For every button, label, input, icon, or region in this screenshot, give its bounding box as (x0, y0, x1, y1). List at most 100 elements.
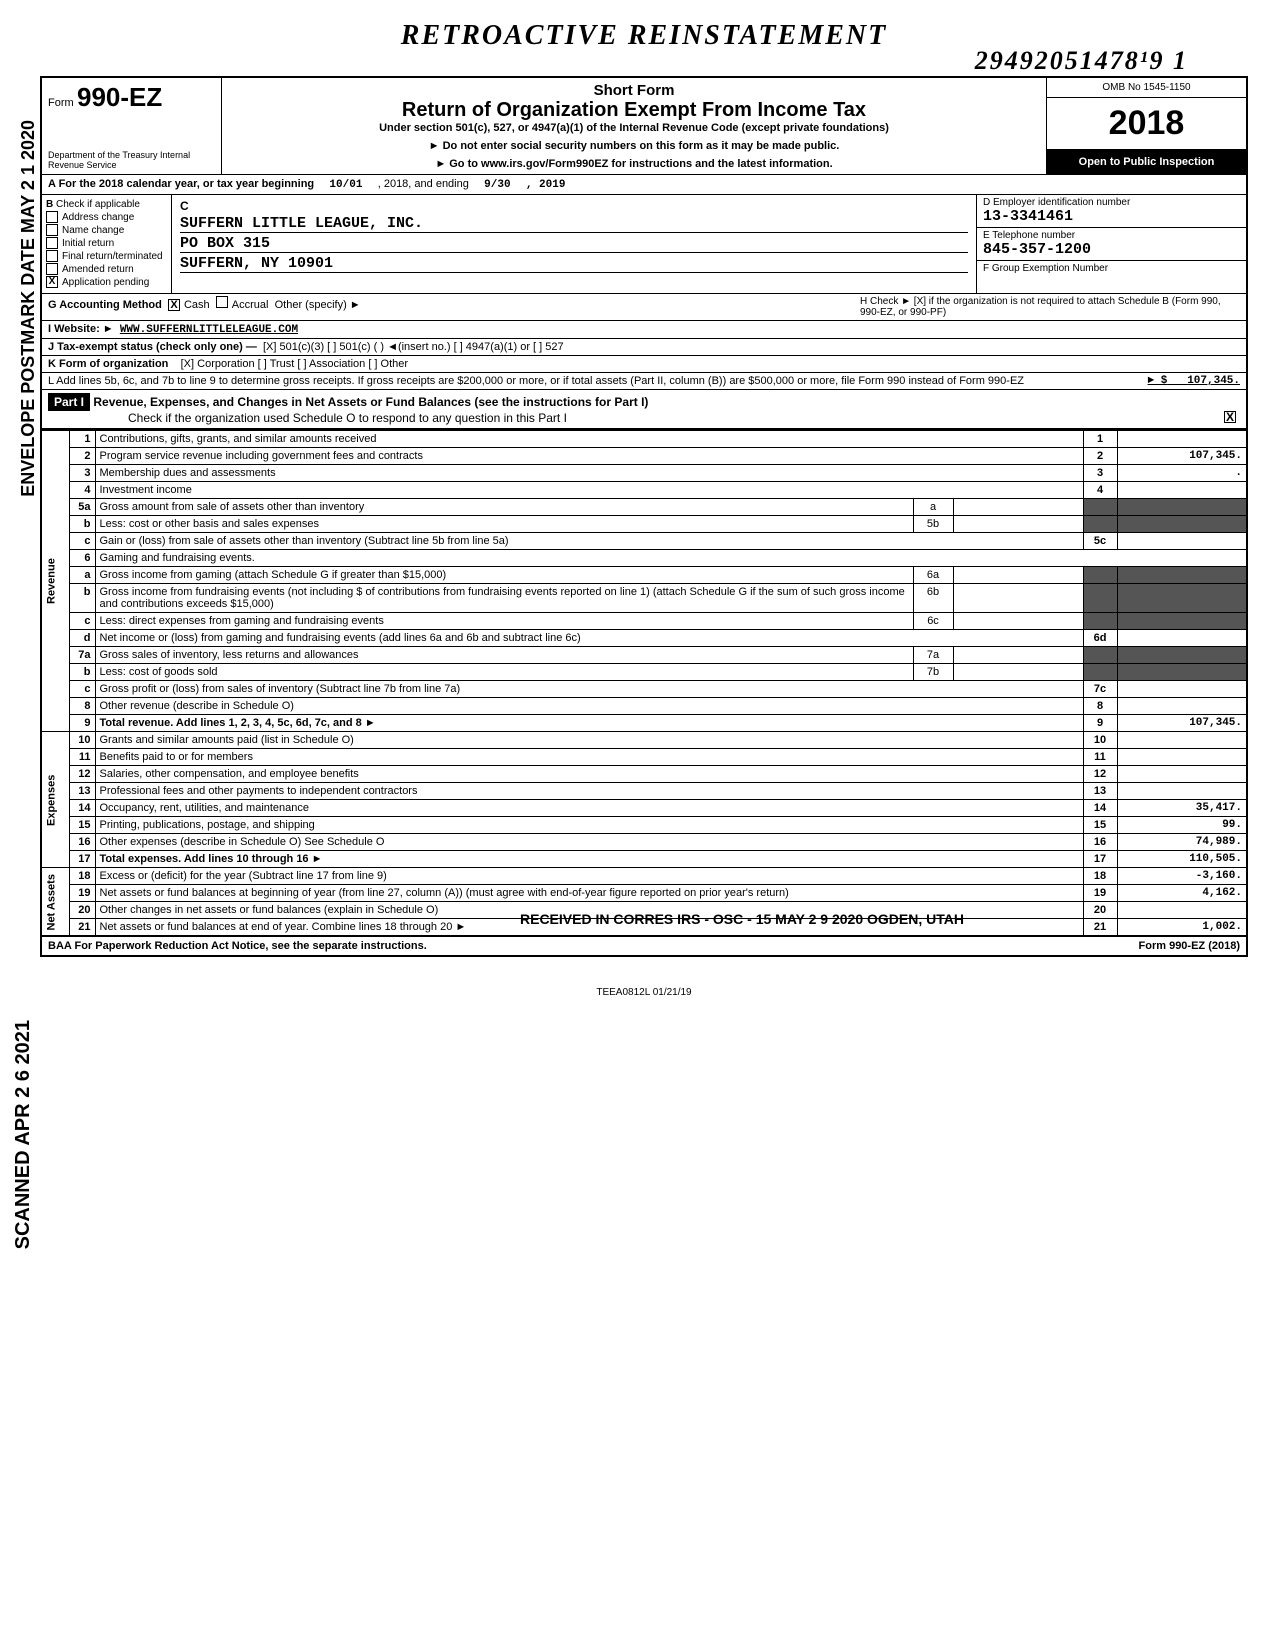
line-row: bLess: cost or other basis and sales exp… (41, 516, 1247, 533)
d-label: D Employer identification number (983, 197, 1240, 208)
irs-received-stamp: RECEIVED IN CORRES IRS - OSC - 15 MAY 2 … (520, 910, 964, 928)
line-desc: Gross profit or (loss) from sales of inv… (95, 681, 1083, 698)
sub-box: 6c (913, 613, 953, 630)
line-num-cell: 8 (1083, 698, 1117, 715)
sub-amount (953, 567, 1083, 584)
amount-shaded (1117, 664, 1247, 681)
l-arrow: ► $ (1148, 375, 1168, 387)
cash-checkbox[interactable]: X (168, 299, 180, 311)
sub-amount (953, 584, 1083, 613)
line-num-cell: 9 (1083, 715, 1117, 732)
cash-label: Cash (184, 299, 210, 311)
baa-notice: BAA For Paperwork Reduction Act Notice, … (48, 940, 427, 952)
line-num-cell: 12 (1083, 766, 1117, 783)
line-number: c (69, 681, 95, 698)
return-title: Return of Organization Exempt From Incom… (228, 99, 1040, 122)
line-desc: Other expenses (describe in Schedule O) … (95, 834, 1083, 851)
b-check-row: X Application pending (46, 276, 167, 288)
form-footer-id: Form 990-EZ (2018) (1139, 940, 1240, 952)
checkbox[interactable] (46, 263, 58, 275)
line-desc: Investment income (95, 482, 1083, 499)
line-row: 7aGross sales of inventory, less returns… (41, 647, 1247, 664)
line-amount (1117, 783, 1247, 800)
line-amount (1117, 902, 1247, 919)
sub-box: 7b (913, 664, 953, 681)
accrual-checkbox[interactable] (216, 296, 228, 308)
line-desc: Program service revenue including govern… (95, 448, 1083, 465)
line-num-cell: 2 (1083, 448, 1117, 465)
line-desc: Less: direct expenses from gaming and fu… (95, 613, 913, 630)
line-number: 19 (69, 885, 95, 902)
line-row: bGross income from fundraising events (n… (41, 584, 1247, 613)
checkbox[interactable]: X (46, 276, 58, 288)
scanned-stamp: SCANNED APR 2 6 2021 (12, 1020, 35, 1249)
line-number: 17 (69, 851, 95, 868)
line-num-cell: 11 (1083, 749, 1117, 766)
form-prefix: Form (48, 97, 74, 109)
sub-amount (953, 516, 1083, 533)
checkbox[interactable] (46, 237, 58, 249)
line-amount: 74,989. (1117, 834, 1247, 851)
line-amount: . (1117, 465, 1247, 482)
checkbox[interactable] (46, 250, 58, 262)
amount-shaded (1117, 499, 1247, 516)
row-a-mid: , 2018, and ending (378, 178, 469, 190)
sub-box: 5b (913, 516, 953, 533)
line-number: 14 (69, 800, 95, 817)
org-addr1: PO BOX 315 (180, 235, 968, 253)
l-amount: 107,345. (1187, 375, 1240, 387)
line-amount: 107,345. (1117, 448, 1247, 465)
omb-number: OMB No 1545-1150 (1047, 78, 1246, 98)
line-num-cell: 10 (1083, 732, 1117, 749)
line-num-cell: 17 (1083, 851, 1117, 868)
b-check-row: Address change (46, 211, 167, 223)
line-desc: Less: cost of goods sold (95, 664, 913, 681)
line-desc: Total revenue. Add lines 1, 2, 3, 4, 5c,… (95, 715, 1083, 732)
c-label: C (180, 199, 189, 213)
line-row: 14Occupancy, rent, utilities, and mainte… (41, 800, 1247, 817)
line-number: 21 (69, 919, 95, 937)
checkbox[interactable] (46, 211, 58, 223)
line-row: bLess: cost of goods sold7b (41, 664, 1247, 681)
line-row: aGross income from gaming (attach Schedu… (41, 567, 1247, 584)
line-desc: Contributions, gifts, grants, and simila… (95, 431, 1083, 448)
line-number: 1 (69, 431, 95, 448)
line-number: 6 (69, 550, 95, 567)
linenum-shaded (1083, 499, 1117, 516)
accrual-label: Accrual (232, 299, 269, 311)
line-desc: Printing, publications, postage, and shi… (95, 817, 1083, 834)
linenum-shaded (1083, 664, 1117, 681)
line-row: 3Membership dues and assessments3. (41, 465, 1247, 482)
checkbox[interactable] (46, 224, 58, 236)
linenum-shaded (1083, 647, 1117, 664)
under-section: Under section 501(c), 527, or 4947(a)(1)… (228, 122, 1040, 134)
side-group-label: Expenses (41, 732, 69, 868)
line-amount: 1,002. (1117, 919, 1247, 937)
row-j: J Tax-exempt status (check only one) — [… (40, 338, 1248, 355)
b-check-label: Application pending (62, 277, 149, 288)
line-num-cell: 7c (1083, 681, 1117, 698)
other-method-label: Other (specify) ► (275, 299, 361, 311)
line-number: 4 (69, 482, 95, 499)
line-amount (1117, 431, 1247, 448)
line-number: 11 (69, 749, 95, 766)
goto-line: ► Go to www.irs.gov/Form990EZ for instru… (228, 158, 1040, 170)
b-check-row: Amended return (46, 263, 167, 275)
line-desc: Gain or (loss) from sale of assets other… (95, 533, 1083, 550)
side-group-label: Revenue (41, 431, 69, 732)
k-label: K Form of organization (48, 358, 168, 370)
b-check-row: Name change (46, 224, 167, 236)
line-desc: Net income or (loss) from gaming and fun… (95, 630, 1083, 647)
line-row: 4Investment income4 (41, 482, 1247, 499)
line-amount: -3,160. (1117, 868, 1247, 885)
g-label: G Accounting Method (48, 299, 162, 311)
part1-checkbox[interactable]: X (1224, 411, 1236, 423)
line-number: 9 (69, 715, 95, 732)
amount-shaded (1117, 567, 1247, 584)
line-row: cGain or (loss) from sale of assets othe… (41, 533, 1247, 550)
line-number: 20 (69, 902, 95, 919)
line-row: 17Total expenses. Add lines 10 through 1… (41, 851, 1247, 868)
amount-shaded (1117, 647, 1247, 664)
sub-amount (953, 647, 1083, 664)
postmark-stamp: ENVELOPE POSTMARK DATE MAY 2 1 2020 (18, 120, 39, 497)
